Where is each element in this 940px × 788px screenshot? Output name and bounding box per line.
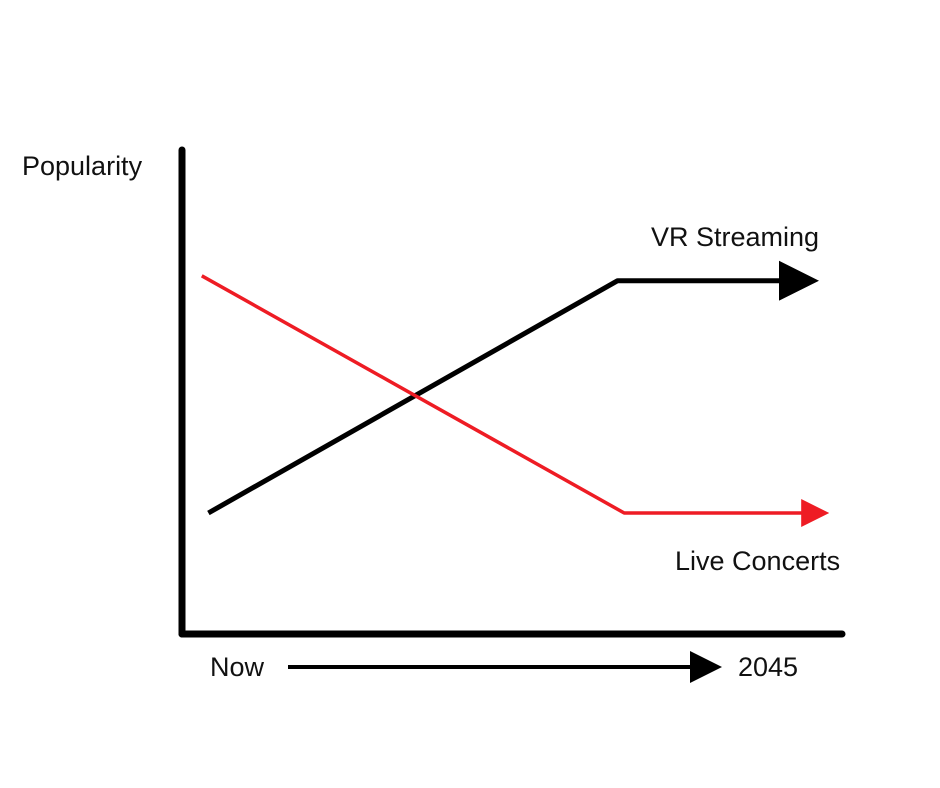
- series-label-live-concerts: Live Concerts: [675, 546, 840, 576]
- y-axis-label: Popularity: [22, 151, 143, 181]
- series-line-live-concerts: [200, 274, 830, 527]
- x-axis-start-label: Now: [210, 652, 265, 682]
- series-label-vr-streaming: VR Streaming: [651, 222, 819, 252]
- x-axis-end-label: 2045: [738, 652, 798, 682]
- series-line-vr-streaming: [207, 260, 819, 516]
